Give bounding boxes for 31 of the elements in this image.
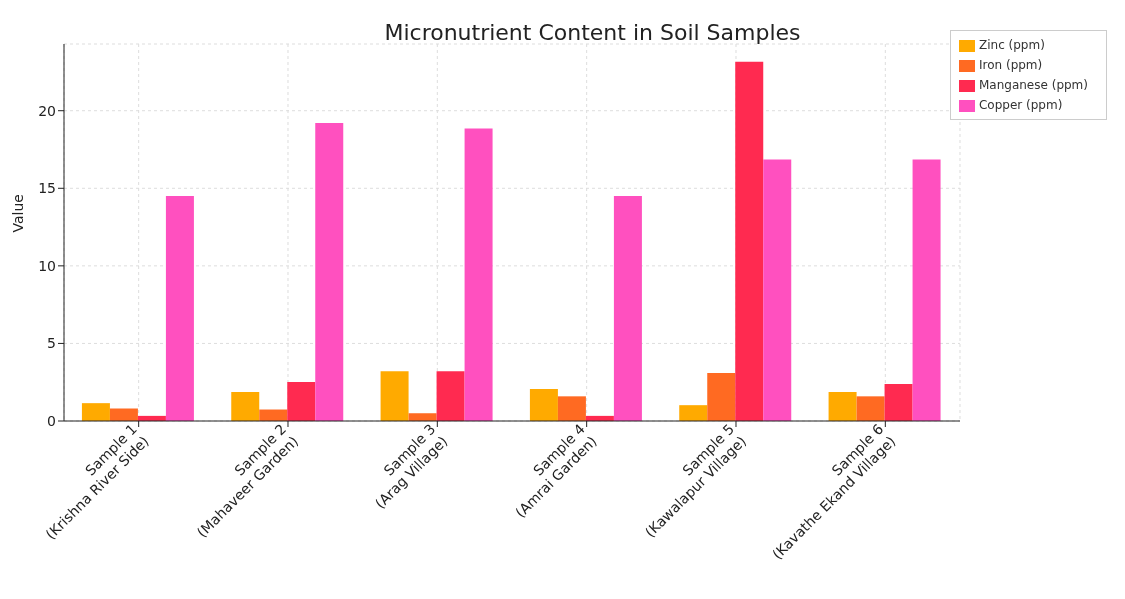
bar	[529, 388, 558, 421]
bar	[856, 396, 885, 421]
y-tick-label: 15	[38, 180, 56, 197]
bar	[81, 403, 110, 421]
bar	[464, 128, 493, 421]
bar	[912, 159, 941, 421]
bar	[828, 391, 857, 421]
y-tick-label: 10	[38, 257, 56, 274]
bar	[557, 396, 586, 421]
bar	[735, 61, 764, 421]
legend-label: Copper (ppm)	[978, 98, 1063, 112]
chart-title: Micronutrient Content in Soil Samples	[384, 20, 801, 45]
bar	[884, 383, 913, 421]
bar	[287, 381, 316, 421]
y-tick-label: 0	[47, 412, 56, 429]
legend-label: Iron (ppm)	[978, 58, 1043, 72]
y-tick-label: 20	[38, 102, 56, 119]
bar	[763, 159, 792, 421]
bar	[165, 196, 194, 421]
bar	[707, 372, 736, 421]
bar	[315, 123, 344, 421]
bar	[380, 371, 409, 421]
bar	[436, 371, 465, 421]
y-axis-title: Value	[9, 194, 26, 233]
bar	[231, 391, 260, 421]
bar	[408, 413, 437, 421]
legend-label: Manganese (ppm)	[978, 78, 1088, 92]
y-tick-label: 5	[47, 335, 56, 352]
bar	[679, 405, 708, 421]
legend-label: Zinc (ppm)	[978, 38, 1045, 52]
bar	[613, 196, 642, 421]
